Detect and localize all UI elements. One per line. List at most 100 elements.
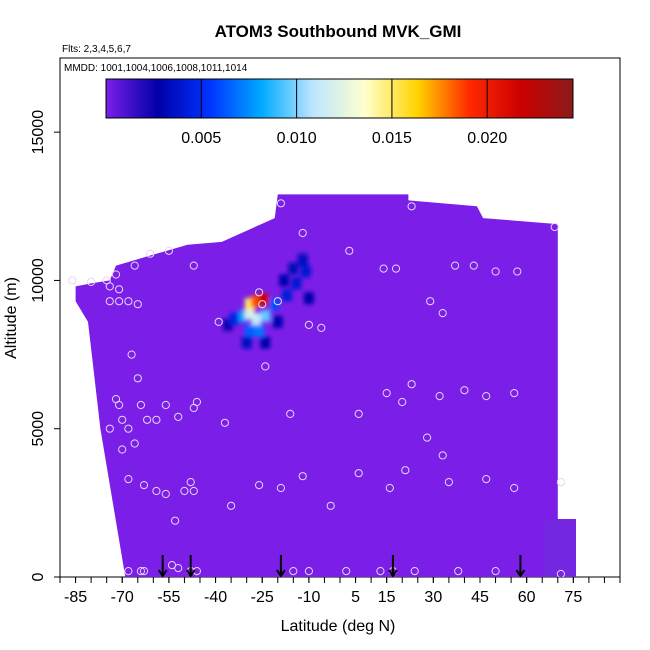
observation-point: [124, 475, 133, 484]
observation-point: [276, 483, 285, 493]
colorbar-ticks: 0.005 0.010 0.015 0.020: [181, 79, 507, 147]
plume-cell: [244, 298, 255, 311]
plume-cell: [279, 274, 289, 287]
observation-point: [435, 392, 444, 401]
observation-point: [152, 415, 161, 424]
observation-point: [513, 267, 522, 276]
arrow-head: [388, 569, 398, 578]
observation-point: [115, 297, 124, 306]
observation-point: [407, 380, 416, 389]
observation-point: [115, 400, 124, 410]
observation-point: [105, 297, 114, 306]
observation-point: [258, 300, 267, 309]
observation-point: [298, 228, 307, 238]
colorbar-tick-label: 0.015: [372, 130, 412, 147]
plume-cell: [269, 298, 280, 311]
flights-label: Flts: 2,3,4,5,6,7: [62, 44, 131, 55]
observation-point: [152, 486, 161, 496]
x-tick-label: -40: [204, 589, 227, 606]
arrow-head: [157, 569, 168, 578]
x-tick-label: -85: [64, 589, 87, 606]
y-tick-label: 0: [30, 572, 47, 581]
observation-point: [398, 397, 407, 407]
observation-point: [68, 276, 77, 285]
plume-cell: [251, 313, 261, 325]
plume-cell: [251, 295, 261, 308]
observation-point: [164, 246, 173, 255]
observation-point: [317, 323, 326, 332]
y-axis-label: Altitude (m): [3, 277, 20, 359]
observation-point: [227, 501, 236, 510]
observation-point: [438, 309, 447, 318]
colorbar-bar: [105, 78, 574, 119]
plume-cell: [260, 336, 271, 349]
observation-point: [510, 389, 519, 398]
observation-point: [407, 202, 416, 211]
observation-point: [130, 261, 139, 270]
observation-point: [379, 264, 388, 273]
observation-point: [556, 478, 566, 487]
plume-cell: [258, 293, 269, 306]
observation-point: [454, 567, 463, 576]
observation-point: [345, 246, 354, 255]
plume-cell: [244, 324, 255, 337]
chart-title: ATOM3 Southbound MVK_GMI: [215, 22, 462, 41]
observation-point: [255, 288, 264, 297]
observation-point: [491, 567, 500, 576]
plume-cell: [244, 307, 255, 320]
observation-point: [510, 483, 519, 493]
observation-point: [136, 567, 145, 576]
observation-point: [326, 501, 335, 510]
observation-point: [391, 264, 401, 273]
observation-point: [118, 415, 127, 424]
x-tick-label: 75: [564, 589, 582, 606]
x-tick-label: 30: [424, 589, 442, 606]
observation-point: [451, 261, 460, 270]
flight-marker-arrow: [515, 555, 526, 578]
observation-point: [189, 486, 198, 496]
observation-point: [426, 297, 435, 306]
observation-point: [376, 567, 385, 576]
observation-point: [304, 320, 313, 329]
x-tick-label: 15: [378, 589, 396, 606]
observation-point: [115, 285, 124, 294]
observation-point: [189, 403, 198, 413]
observation-point: [105, 424, 114, 433]
observation-point: [136, 400, 145, 410]
plume-cell: [291, 277, 302, 290]
observation-point: [220, 418, 229, 427]
observation-point: [298, 472, 307, 481]
observation-point: [410, 567, 419, 576]
observation-point: [401, 466, 410, 475]
observation-point: [139, 567, 149, 576]
plume-cell: [303, 292, 314, 305]
observation-point: [444, 478, 453, 487]
flight-marker-arrow: [276, 555, 286, 578]
colorbar-tick-label: 0.020: [467, 130, 507, 147]
observation-point: [550, 222, 559, 232]
colorbar: 0.005 0.010 0.015 0.020: [105, 78, 574, 147]
observation-point: [342, 567, 351, 576]
observation-point: [423, 433, 432, 442]
x-tick-label: 60: [518, 589, 536, 606]
observation-point: [382, 389, 391, 398]
arrow-head: [276, 569, 286, 578]
observation-points: [68, 199, 566, 577]
colorbar-tick-label: 0.005: [181, 130, 221, 147]
observation-point: [127, 350, 136, 359]
colorbar-tick-label: 0.010: [277, 130, 317, 147]
flight-marker-arrow: [185, 555, 196, 578]
y-tick-label: 10000: [30, 258, 47, 303]
plume-cell: [238, 310, 249, 322]
observation-point: [304, 567, 313, 576]
flight-marker-arrow: [157, 555, 168, 578]
observation-point: [286, 409, 295, 418]
observation-point: [180, 486, 189, 496]
observation-point: [482, 475, 491, 484]
plume-cell: [223, 318, 233, 331]
plume-cell: [288, 262, 299, 275]
observation-point: [124, 297, 133, 306]
observation-point: [214, 317, 223, 326]
arrow-head: [185, 569, 196, 578]
observation-point: [385, 483, 394, 493]
